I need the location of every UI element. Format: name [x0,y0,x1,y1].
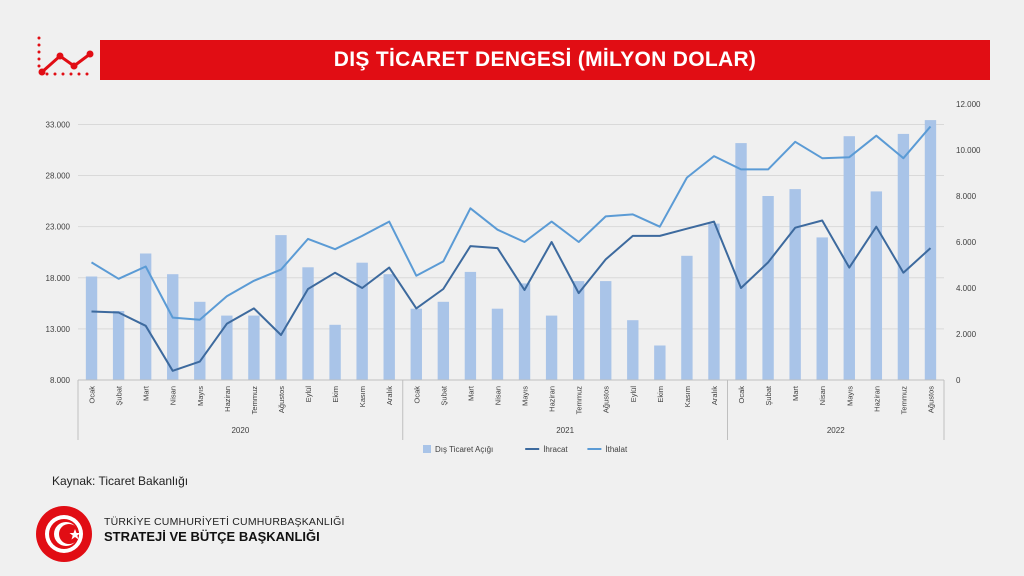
bar [275,235,287,380]
bar [518,283,531,380]
x-tick-label: Mart [142,385,151,401]
bar [139,253,152,380]
x-tick-label: Ekim [331,386,340,403]
x-tick-label: Aralık [385,386,394,405]
x-tick-label: Kasım [683,386,692,407]
bar [410,308,422,380]
institution-logo [36,506,92,562]
right-tick-label: 4.000 [956,284,977,293]
bar [681,255,693,380]
x-tick-label: Nisan [818,386,827,405]
bar [600,281,612,380]
x-tick-label: Mart [466,385,475,401]
x-tick-label: Mart [791,385,800,401]
legend-label: İthalat [605,445,628,454]
bar [843,136,855,380]
title-banner: DIŞ TİCARET DENGESİ (MİLYON DOLAR) [100,40,990,80]
legend-label: Dış Ticaret Açığı [435,445,493,454]
bar [654,345,666,380]
x-tick-label: Nisan [493,386,502,405]
source-note: Kaynak: Ticaret Bakanlığı [52,474,189,488]
legend-swatch [423,445,431,453]
right-tick-label: 10.000 [956,146,981,155]
bar [897,133,910,380]
x-tick-label: Ağustos [277,386,286,413]
bar [545,315,558,380]
left-tick-label: 33.000 [46,120,71,129]
trend-line-icon [37,36,94,76]
x-tick-label: Temmuz [575,386,584,415]
year-label: 2022 [827,426,845,435]
bar [302,267,314,380]
org-line-2: STRATEJİ VE BÜTÇE BAŞKANLIĞI [104,529,320,544]
bar [356,262,368,380]
left-tick-label: 28.000 [46,172,71,181]
series-line [91,219,932,372]
bar [248,315,260,380]
org-line-1: TÜRKİYE CUMHURİYETİ CUMHURBAŞKANLIĞI [104,516,345,528]
bar [194,301,206,380]
series-line [90,125,932,321]
x-tick-label: Ocak [737,386,746,404]
x-tick-label: Nisan [169,386,178,405]
year-label: 2020 [231,426,249,435]
right-tick-label: 6.000 [956,238,977,247]
right-tick-label: 12.000 [956,100,981,109]
chart-title: DIŞ TİCARET DENGESİ (MİLYON DOLAR) [333,48,757,71]
x-tick-label: Temmuz [899,386,908,415]
left-tick-label: 18.000 [46,274,71,283]
x-tick-label: Aralık [710,386,719,405]
bar [924,120,937,380]
bar [870,191,883,380]
bar [437,301,450,380]
x-tick-label: Ekim [656,386,665,403]
bar [735,143,747,380]
bar [789,189,801,380]
bar [762,196,774,380]
bar [112,311,125,380]
x-tick-label: Mayıs [196,386,205,406]
bar [816,237,828,380]
bar [708,223,720,380]
trade-balance-chart: 8.000 13.000 18.000 23.000 28.000 33.000 0 2.00… [46,100,981,454]
bar [221,315,233,380]
x-tick-label: Ocak [88,386,97,404]
x-tick-label: Kasım [358,386,367,407]
x-tick-label: Şubat [115,385,124,406]
bar [167,274,179,380]
right-tick-label: 0 [956,376,961,385]
right-tick-label: 8.000 [956,192,977,201]
x-tick-label: Eylül [304,386,313,403]
bar [627,320,639,380]
x-tick-label: Ocak [412,386,421,404]
year-label: 2021 [556,426,574,435]
legend-label: İhracat [543,445,568,454]
x-tick-label: Şubat [764,385,773,406]
x-tick-label: Haziran [223,386,232,412]
bar [383,274,395,380]
x-tick-label: Haziran [548,386,557,412]
x-tick-label: Temmuz [250,386,259,415]
x-tick-label: Şubat [439,385,448,406]
right-tick-label: 2.000 [956,330,977,339]
bar [85,276,98,380]
bar [491,308,504,380]
left-tick-label: 8.000 [50,376,71,385]
x-tick-label: Haziran [872,386,881,412]
x-tick-label: Mayıs [521,386,530,406]
left-tick-label: 23.000 [46,223,71,232]
bar [464,271,477,380]
bar [572,281,585,380]
organization-name: TÜRKİYE CUMHURİYETİ CUMHURBAŞKANLIĞI STR… [104,516,345,544]
bar [329,324,341,380]
x-tick-label: Ağustos [926,386,935,413]
x-tick-label: Mayıs [845,386,854,406]
x-tick-label: Ağustos [602,386,611,413]
left-tick-label: 13.000 [46,325,71,334]
x-tick-label: Eylül [629,386,638,403]
